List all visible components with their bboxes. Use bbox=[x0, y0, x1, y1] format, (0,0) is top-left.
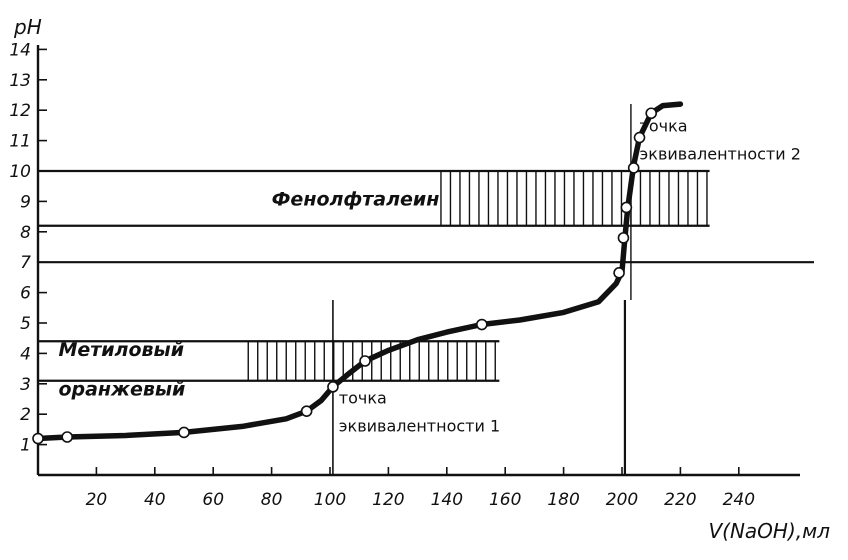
x-axis-title: V(NaOH),мл bbox=[708, 519, 830, 543]
y-tick-label: 11 bbox=[9, 132, 31, 152]
y-tick-label: 7 bbox=[20, 253, 31, 273]
x-tick-label: 80 bbox=[261, 490, 283, 510]
y-tick-label: 3 bbox=[20, 375, 31, 395]
x-tick-label: 160 bbox=[489, 490, 521, 510]
y-tick-label: 13 bbox=[9, 71, 31, 91]
x-tick-label: 220 bbox=[664, 490, 696, 510]
y-tick-label: 9 bbox=[20, 192, 31, 212]
data-point bbox=[61, 431, 73, 443]
data-point bbox=[359, 355, 371, 367]
y-tick-label: 4 bbox=[20, 344, 31, 364]
data-point bbox=[476, 318, 488, 331]
x-tick-label: 200 bbox=[606, 490, 638, 510]
y-tick-label: 6 bbox=[20, 284, 31, 304]
x-tick-label: 40 bbox=[144, 490, 166, 510]
x-tick-label: 20 bbox=[86, 490, 108, 510]
band-label-phenolphthalein: Фенолфталеин bbox=[272, 188, 440, 210]
data-point bbox=[32, 432, 44, 445]
y-tick-label: 5 bbox=[20, 314, 31, 334]
y-tick-label: 12 bbox=[9, 101, 31, 121]
x-tick-label: 100 bbox=[314, 490, 346, 510]
x-tick-label: 140 bbox=[431, 490, 463, 510]
equivalence-annotation: точка bbox=[640, 116, 688, 135]
equivalence-annotation: эквивалентности 1 bbox=[339, 417, 500, 436]
x-tick-label: 180 bbox=[547, 490, 579, 510]
titration-curve-line bbox=[35, 101, 684, 442]
data-point bbox=[613, 267, 625, 279]
data-point bbox=[300, 405, 313, 417]
equivalence-annotation: эквивалентности 2 bbox=[640, 144, 801, 163]
equivalence-annotation: точка bbox=[339, 389, 387, 408]
data-point bbox=[627, 162, 640, 174]
x-tick-label: 240 bbox=[723, 490, 755, 510]
y-tick-label: 1 bbox=[20, 436, 31, 456]
data-point bbox=[327, 381, 339, 393]
titration-curve bbox=[32, 101, 684, 445]
y-tick-label: 10 bbox=[9, 162, 31, 182]
chart-text: 20 40 60 80 100 120 140 160 180 200 220 24012345678… bbox=[9, 15, 830, 543]
band-label-methyl-orange-1: Метиловый bbox=[58, 339, 184, 361]
axes bbox=[36, 45, 800, 477]
data-point bbox=[645, 107, 658, 120]
data-point bbox=[620, 201, 633, 214]
data-point bbox=[633, 131, 646, 144]
y-tick-label: 14 bbox=[9, 40, 31, 60]
band-label-methyl-orange-2: оранжевый bbox=[58, 378, 185, 400]
x-tick-label: 60 bbox=[202, 490, 224, 510]
data-point bbox=[178, 426, 190, 439]
data-point bbox=[617, 232, 630, 244]
x-tick-label: 120 bbox=[372, 490, 404, 510]
y-axis-title: pH bbox=[13, 15, 42, 39]
y-tick-label: 2 bbox=[20, 405, 31, 425]
y-tick-label: 8 bbox=[20, 223, 31, 243]
